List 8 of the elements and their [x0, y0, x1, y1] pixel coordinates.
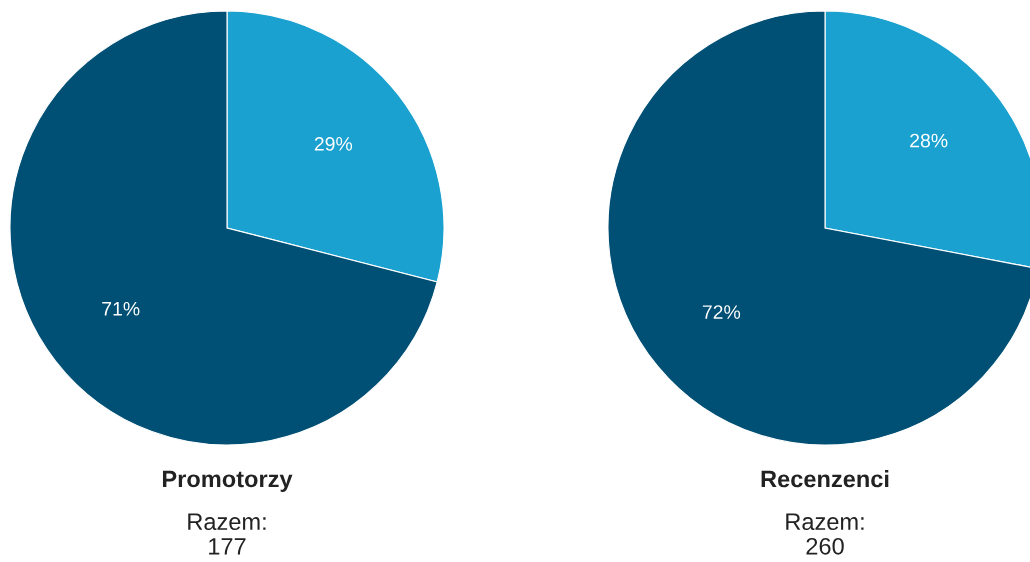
text: Razem: 177 — [188, 513, 266, 555]
text: Recenzenci — [761, 469, 889, 488]
text: Promotorzy — [162, 470, 293, 492]
data-label: 72% — [702, 305, 741, 319]
data-label: 71% — [102, 302, 140, 316]
text: Razem: 260 — [786, 513, 864, 555]
data-label: 28% — [910, 133, 948, 148]
data-label: 29% — [314, 136, 353, 151]
